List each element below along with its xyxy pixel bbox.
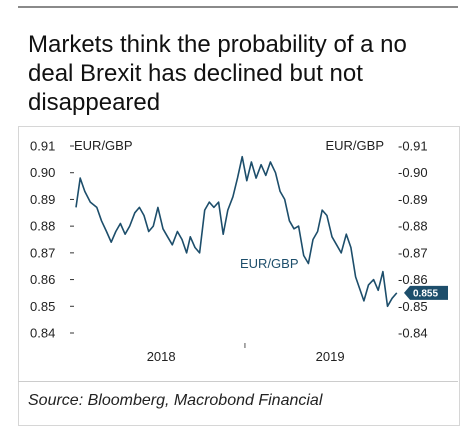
left-tick-label: 0.88 <box>30 219 55 234</box>
last-value-badge: 0.855 <box>404 285 448 300</box>
right-tick-label: -0.88 <box>398 219 428 234</box>
right-tick-label: -0.91 <box>398 139 428 154</box>
chart-panel <box>18 126 460 426</box>
series-label: EUR/GBP <box>240 256 299 271</box>
x-axis: 2018 2019 <box>147 343 345 364</box>
left-tick-label: 0.85 <box>30 299 55 314</box>
right-axis-label: EUR/GBP <box>325 138 384 153</box>
last-value-badge-shape <box>404 285 448 300</box>
top-rule <box>18 6 458 8</box>
left-axis-label: EUR/GBP <box>74 138 133 153</box>
left-tick-label: 0.86 <box>30 272 55 287</box>
left-tick-label: 0.84 <box>30 326 55 341</box>
right-tick-label: -0.84 <box>398 326 428 341</box>
x-tick-label: 2018 <box>147 349 176 364</box>
source-note: Source: Bloomberg, Macrobond Financial <box>28 392 323 409</box>
left-axis-ticks: 0.91 0.90 0.89 0.88 0.87 0.86 0.85 0.84 <box>30 139 74 341</box>
right-tick-label: -0.90 <box>398 165 428 180</box>
left-tick-label: 0.87 <box>30 245 55 260</box>
right-axis-ticks: -0.91 -0.90 -0.89 -0.88 -0.87 -0.86 -0.85 -0.84 <box>398 139 428 341</box>
right-tick-label: -0.89 <box>398 192 428 207</box>
right-tick-label: -0.87 <box>398 245 428 260</box>
series-line-eurgbp <box>75 155 398 308</box>
x-tick-label: 2019 <box>316 349 345 364</box>
chart-title: Markets think the probability of a no de… <box>28 31 407 116</box>
left-tick-label: 0.91 <box>30 139 55 154</box>
left-tick-label: 0.89 <box>30 192 55 207</box>
left-tick-label: 0.90 <box>30 165 55 180</box>
last-value-text: 0.855 <box>413 288 438 299</box>
source-divider <box>18 381 458 382</box>
right-tick-label: -0.85 <box>398 299 428 314</box>
right-tick-label: -0.86 <box>398 272 428 287</box>
